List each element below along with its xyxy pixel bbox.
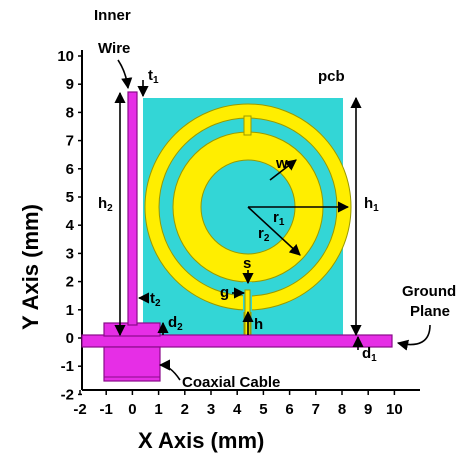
- x-tick-label: 4: [233, 401, 242, 418]
- t2-label: t2: [150, 290, 161, 309]
- x-tick-label: 6: [285, 401, 293, 418]
- dimension-arrows: [114, 59, 431, 381]
- ground-label-1: Ground: [402, 283, 456, 300]
- y-tick-label: 4: [66, 217, 75, 234]
- x-tick-label: 7: [312, 401, 320, 418]
- x-tick-label: 3: [207, 401, 215, 418]
- h2-label: h2: [98, 195, 113, 214]
- y-tick-label: 2: [66, 274, 74, 291]
- x-tick-label: 2: [181, 401, 189, 418]
- inner-wire-label-2: Wire: [98, 40, 130, 57]
- h-label: h: [254, 316, 263, 333]
- r1-label: r1: [273, 209, 285, 228]
- inner-wire-label-1: Inner: [94, 7, 131, 24]
- y-tick-label: -2: [61, 386, 74, 403]
- x-ticks: -2 -1 0 1 2 3 4 5 6 7 8 9 10: [73, 390, 403, 418]
- ground-plane-arrow: [396, 324, 431, 351]
- x-tick-label: 8: [338, 401, 346, 418]
- y-axis-title: Y Axis (mm): [18, 204, 43, 330]
- x-tick-label: -2: [73, 401, 86, 418]
- ring-connector-top: [243, 115, 252, 136]
- y-tick-label: 3: [66, 245, 74, 262]
- inner-wire: [127, 91, 138, 326]
- t1-label: t1: [148, 67, 159, 86]
- r2-label: r2: [258, 225, 270, 244]
- coaxial-label: Coaxial Cable: [182, 374, 280, 391]
- ground-plane: [81, 334, 393, 348]
- w-label: w: [275, 155, 288, 172]
- coaxial-cable-body: [103, 346, 161, 382]
- s-label: s: [243, 255, 251, 272]
- y-tick-label: 10: [57, 48, 74, 65]
- y-tick-label: 5: [66, 189, 74, 206]
- y-tick-label: 1: [66, 302, 74, 319]
- g-label: g: [220, 284, 229, 301]
- d1-label: d1: [362, 345, 377, 364]
- x-tick-label: 1: [154, 401, 162, 418]
- y-tick-label: 7: [66, 133, 74, 150]
- h1-label: h1: [364, 195, 379, 214]
- x-tick-label: 9: [364, 401, 372, 418]
- coaxial-arrow: [158, 359, 181, 381]
- y-tick-label: 6: [66, 161, 74, 178]
- x-tick-label: 10: [386, 401, 403, 418]
- y-tick-label: 9: [66, 76, 74, 93]
- d2-label: d2: [168, 314, 183, 333]
- x-tick-label: 5: [259, 401, 267, 418]
- x-axis-title: X Axis (mm): [138, 428, 264, 453]
- y-tick-label: 0: [66, 330, 74, 347]
- r2-arrow: [247, 206, 301, 256]
- pcb-label: pcb: [318, 68, 345, 85]
- ground-label-2: Plane: [410, 303, 450, 320]
- y-tick-label: -1: [61, 358, 74, 375]
- w-arrow: [269, 159, 297, 181]
- x-tick-label: -1: [100, 401, 113, 418]
- y-tick-label: 8: [66, 104, 74, 121]
- inner-wire-arrow: [117, 59, 133, 90]
- x-tick-label: 0: [128, 401, 136, 418]
